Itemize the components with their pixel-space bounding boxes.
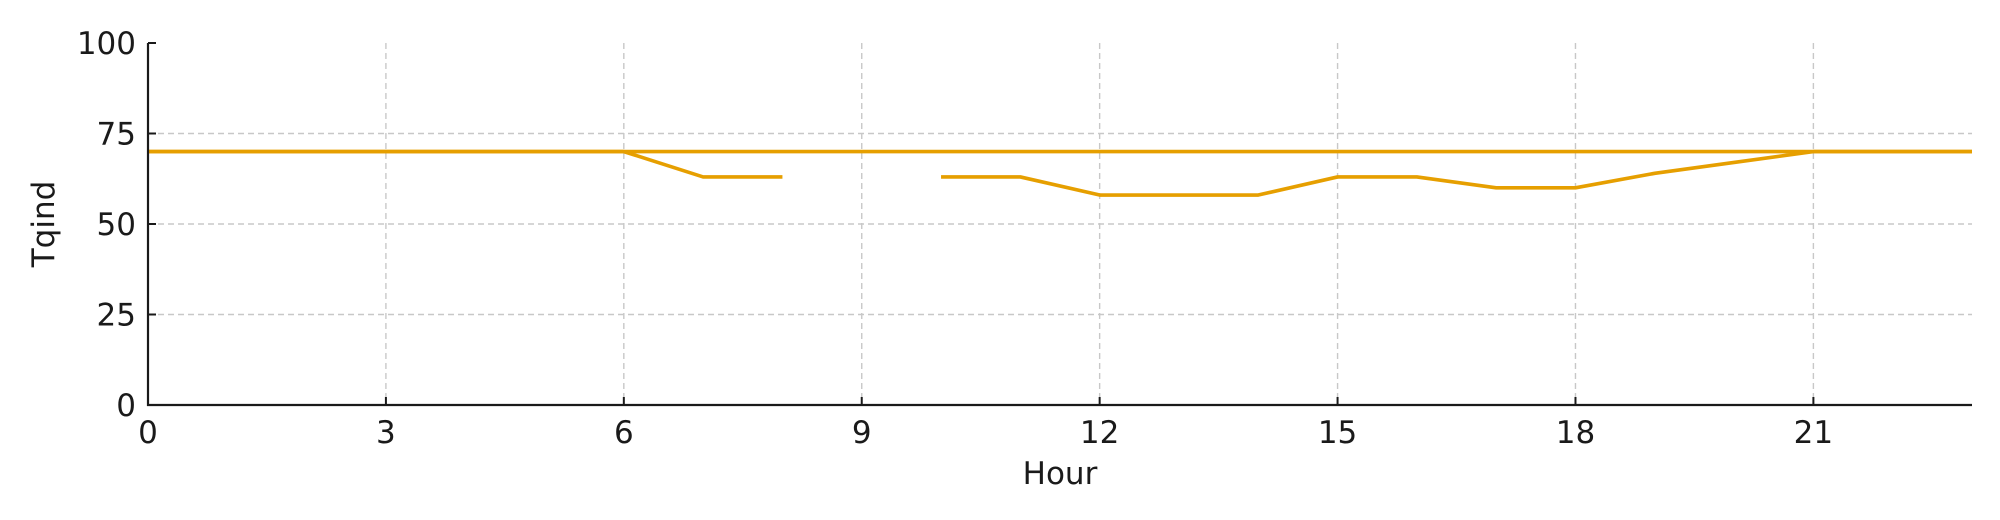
- x-tick-label: 12: [1080, 415, 1119, 451]
- y-tick-label: 0: [116, 388, 136, 424]
- series-layer: [148, 149, 1972, 197]
- x-tick-label: 15: [1318, 415, 1357, 451]
- grid: [148, 43, 1972, 405]
- axes: [146, 42, 1972, 407]
- x-tick-label: 3: [376, 415, 396, 451]
- x-axis-title: Hour: [1023, 456, 1098, 492]
- y-tick-label: 100: [77, 26, 136, 62]
- y-tick-label: 50: [97, 207, 136, 243]
- x-tick-label: 18: [1556, 415, 1595, 451]
- series-line-2: [148, 149, 1972, 197]
- y-tick-label: 75: [97, 117, 136, 153]
- y-tick-label: 25: [97, 298, 136, 334]
- x-tick-label: 0: [138, 415, 158, 451]
- x-tick-label: 9: [852, 415, 872, 451]
- x-tick-label: 21: [1794, 415, 1833, 451]
- tick-labels: 0 3 6 9 12 15 18 21 0 25 50 75 100: [77, 26, 1833, 451]
- y-axis-title: Tqind: [26, 181, 62, 269]
- x-tick-label: 6: [614, 415, 634, 451]
